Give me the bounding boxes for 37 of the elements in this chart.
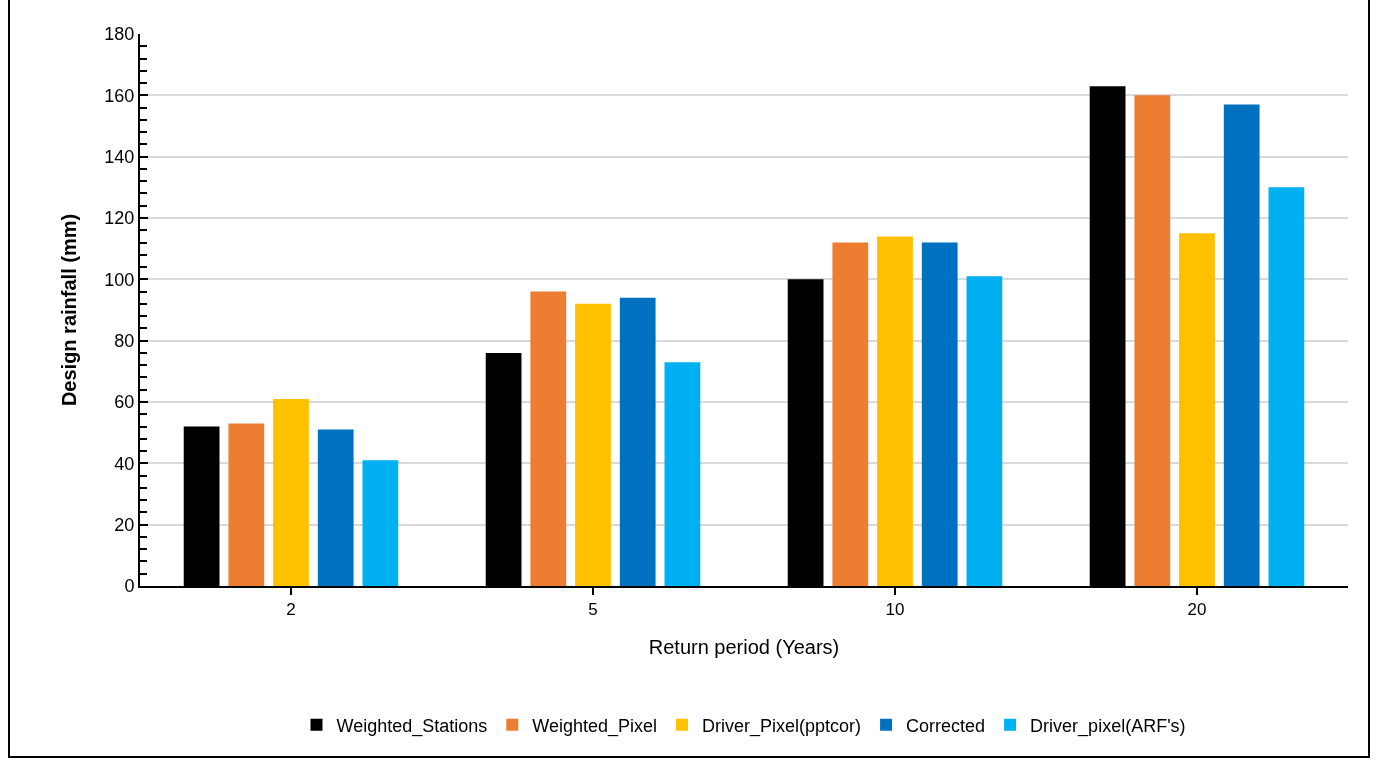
- bar: [832, 242, 869, 586]
- y-tick-label: 40: [114, 453, 135, 474]
- bar: [1179, 233, 1215, 586]
- y-tick-label: 100: [104, 269, 135, 290]
- bar: [530, 291, 567, 586]
- bar: [1223, 104, 1260, 586]
- legend-label: Driver_Pixel(pptcor): [702, 715, 862, 737]
- legend-label: Driver_pixel(ARF's): [1030, 715, 1186, 737]
- bar: [921, 242, 958, 586]
- bar: [619, 297, 656, 586]
- y-tick-label: 0: [124, 576, 135, 597]
- legend-label: Weighted_Stations: [336, 715, 488, 737]
- y-tick-label: 140: [104, 146, 135, 167]
- bar: [1134, 95, 1171, 586]
- legend-label: Corrected: [906, 715, 986, 736]
- y-tick-label: 120: [104, 208, 135, 229]
- x-tick-label: 2: [286, 600, 296, 620]
- y-tick-label: 160: [104, 85, 135, 106]
- x-axis-title: Return period (Years): [648, 636, 840, 659]
- bar: [317, 429, 354, 586]
- bar: [362, 460, 399, 586]
- y-tick-label: 80: [114, 330, 135, 351]
- y-tick-label: 20: [114, 514, 135, 535]
- bar: [228, 423, 265, 586]
- bar: [877, 236, 913, 586]
- y-tick-label: 180: [104, 24, 135, 45]
- y-axis-title: Design rainfall (mm): [58, 213, 81, 407]
- x-tick-label: 20: [1187, 600, 1207, 620]
- y-tick-label: 60: [114, 392, 135, 413]
- bar: [1268, 187, 1305, 586]
- x-tick-label: 5: [588, 600, 598, 620]
- x-tick-label: 10: [885, 600, 905, 620]
- bar: [575, 303, 611, 586]
- bar: [966, 276, 1003, 586]
- legend-label: Weighted_Pixel: [532, 715, 658, 737]
- bar: [664, 362, 701, 586]
- bar: [273, 398, 309, 586]
